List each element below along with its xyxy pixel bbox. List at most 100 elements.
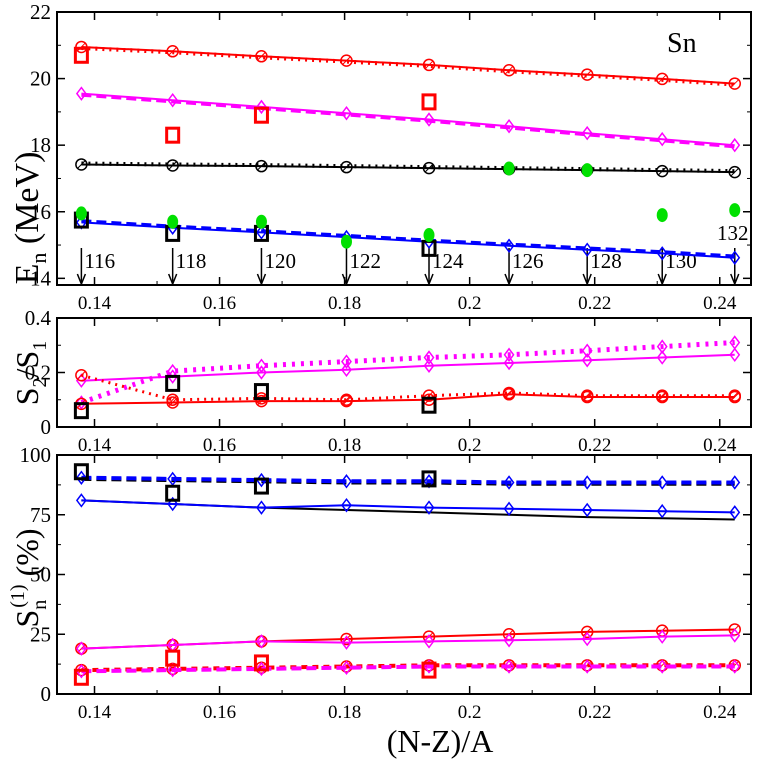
y-tick-label: 16 <box>30 200 51 224</box>
marker-slash <box>505 390 513 399</box>
x-tick-label: 0.24 <box>703 435 737 456</box>
marker-diamond <box>581 125 593 141</box>
x-axis-label: (N-Z)/A <box>387 723 494 759</box>
marker-circle <box>422 389 436 402</box>
marker-diamond <box>729 475 741 490</box>
marker-diamond <box>729 347 741 363</box>
marker-diamond <box>256 661 267 677</box>
x-tick-label: 0.22 <box>578 435 611 456</box>
exp-square-exp-red-squares <box>73 46 89 64</box>
marker-diamond <box>656 629 668 644</box>
exp-square-exp-black-squares <box>165 374 181 392</box>
green-dot <box>503 161 515 176</box>
y-tick-label: 0.4 <box>25 306 52 330</box>
marker-diamond <box>729 659 741 674</box>
marker-diamond <box>581 352 593 368</box>
top-annotation: Sn <box>667 28 697 59</box>
plot-frame <box>56 11 752 286</box>
series-line-magenta-solid <box>81 634 735 650</box>
x-tick-label: 0.14 <box>78 293 112 314</box>
marker-slash <box>730 168 739 176</box>
isotope-arrowhead <box>504 273 514 287</box>
series-line-blue-dashed <box>81 475 735 485</box>
marker-diamond <box>423 350 435 365</box>
y-tick-label: 22 <box>30 0 51 24</box>
marker-diamond <box>656 659 668 674</box>
marker-diamond <box>503 659 515 674</box>
marker-diamond <box>423 634 435 649</box>
exp-square-exp-black-squares <box>253 477 269 495</box>
marker-circle <box>728 165 741 179</box>
isotope-label: 122 <box>349 249 381 273</box>
marker-circle <box>422 58 436 72</box>
y-tick-label: 0 <box>41 415 52 439</box>
isotope-label: 132 <box>717 221 749 245</box>
marker-circle <box>502 386 516 400</box>
marker-slash <box>342 397 351 405</box>
marker-diamond <box>656 503 668 519</box>
marker-circle <box>580 389 594 402</box>
marker-slash <box>342 635 351 643</box>
isotope-arrowhead <box>424 273 434 287</box>
isotope-arrowhead <box>730 273 740 287</box>
plot-frame <box>56 454 752 695</box>
x-tick-label: 0.14 <box>78 435 112 456</box>
marker-diamond <box>256 634 267 649</box>
series-line-blue-solid <box>81 499 735 514</box>
marker-diamond <box>503 501 515 517</box>
marker-slash <box>425 164 433 172</box>
green-dot <box>255 214 267 229</box>
marker-circle <box>580 625 594 639</box>
isotope-label: 128 <box>590 249 622 273</box>
marker-slash <box>77 371 86 380</box>
isotope-label: 124 <box>432 249 464 273</box>
exp-square-exp-black-squares <box>421 470 437 488</box>
green-dot <box>167 214 179 229</box>
marker-circle <box>340 393 353 406</box>
series-line-magenta-solid <box>81 353 735 382</box>
x-tick-label: 0.24 <box>703 702 737 723</box>
green-dot <box>729 203 741 218</box>
exp-square-exp-black-squares <box>253 383 269 401</box>
marker-diamond <box>341 497 352 513</box>
y-tick-label: 20 <box>30 67 51 91</box>
marker-circle <box>728 623 741 636</box>
series-line-black-dotted <box>81 161 735 174</box>
bottom-ylabel: Sn(1) (%) <box>7 528 51 627</box>
marker-diamond <box>341 474 352 489</box>
green-dot <box>340 234 352 249</box>
marker-diamond <box>581 659 593 674</box>
series-line-magenta-solid <box>81 92 735 147</box>
marker-diamond <box>503 632 515 648</box>
marker-diamond <box>503 475 515 490</box>
marker-diamond <box>256 358 267 373</box>
marker-slash <box>342 56 351 65</box>
y-tick-label: 75 <box>30 503 51 527</box>
x-tick-label: 0.16 <box>203 293 236 314</box>
marker-circle <box>728 389 741 402</box>
x-tick-label: 0.22 <box>578 702 611 723</box>
exp-square-exp-black-squares <box>165 484 181 502</box>
green-dot <box>581 163 593 178</box>
y-tick-label: 0.2 <box>25 361 51 385</box>
exp-square-exp-red-squares <box>165 649 181 667</box>
marker-diamond <box>581 475 593 490</box>
series-line-magenta-dotted <box>80 340 735 405</box>
marker-slash <box>505 389 513 397</box>
green-dot <box>656 208 668 223</box>
marker-circle <box>728 77 741 90</box>
marker-slash <box>425 61 433 69</box>
marker-slash <box>342 395 351 404</box>
marker-circle <box>166 393 179 406</box>
y-tick-label: 50 <box>30 563 51 587</box>
marker-slash <box>257 52 266 61</box>
green-dot <box>75 206 87 221</box>
marker-slash <box>168 395 177 404</box>
marker-diamond <box>423 358 435 373</box>
marker-diamond <box>581 502 593 518</box>
marker-diamond <box>423 500 435 515</box>
marker-diamond <box>729 628 741 643</box>
marker-slash <box>583 391 592 400</box>
y-tick-label: 14 <box>30 266 52 290</box>
marker-slash <box>730 391 739 400</box>
